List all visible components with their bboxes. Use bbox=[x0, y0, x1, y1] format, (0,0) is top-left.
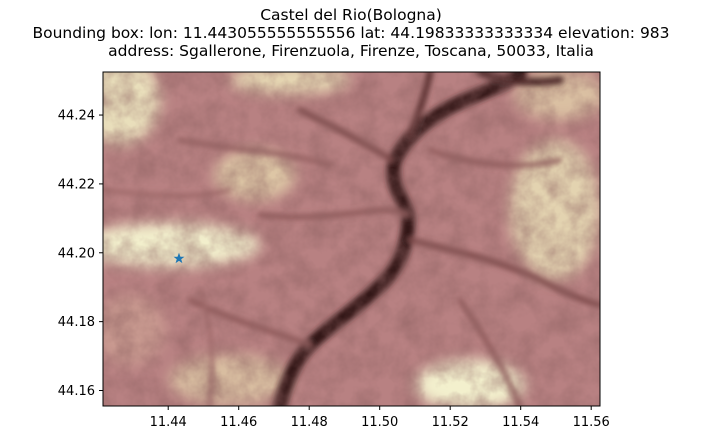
title-bounding-box: Bounding box: lon: 11.443055555555556 la… bbox=[32, 24, 670, 42]
elevation-raster bbox=[103, 72, 600, 406]
x-tick-label: 11.44 bbox=[150, 415, 187, 430]
title-address: address: Sgallerone, Firenzuola, Firenze… bbox=[108, 42, 594, 60]
y-tick-label: 44.24 bbox=[58, 109, 95, 124]
y-axis: 44.16 44.18 44.20 44.22 44.24 bbox=[58, 109, 103, 399]
y-tick-label: 44.16 bbox=[58, 384, 95, 399]
title-place-name: Castel del Rio(Bologna) bbox=[260, 6, 442, 24]
map-title: Castel del Rio(Bologna) Bounding box: lo… bbox=[0, 6, 702, 60]
x-tick-label: 11.50 bbox=[361, 415, 398, 430]
y-tick-label: 44.20 bbox=[58, 246, 95, 261]
x-tick-label: 11.54 bbox=[502, 415, 539, 430]
plot-frame bbox=[102, 71, 601, 407]
x-tick-label: 11.56 bbox=[573, 415, 610, 430]
y-tick-label: 44.22 bbox=[58, 177, 95, 192]
x-tick-label: 11.52 bbox=[432, 415, 469, 430]
y-tick-label: 44.18 bbox=[58, 315, 95, 330]
location-star-marker bbox=[173, 252, 185, 264]
x-axis: 11.44 11.46 11.48 11.50 11.52 11.54 11.56 bbox=[150, 406, 610, 430]
x-tick-label: 11.48 bbox=[291, 415, 328, 430]
x-tick-label: 11.46 bbox=[220, 415, 257, 430]
terrain-texture bbox=[103, 72, 600, 406]
